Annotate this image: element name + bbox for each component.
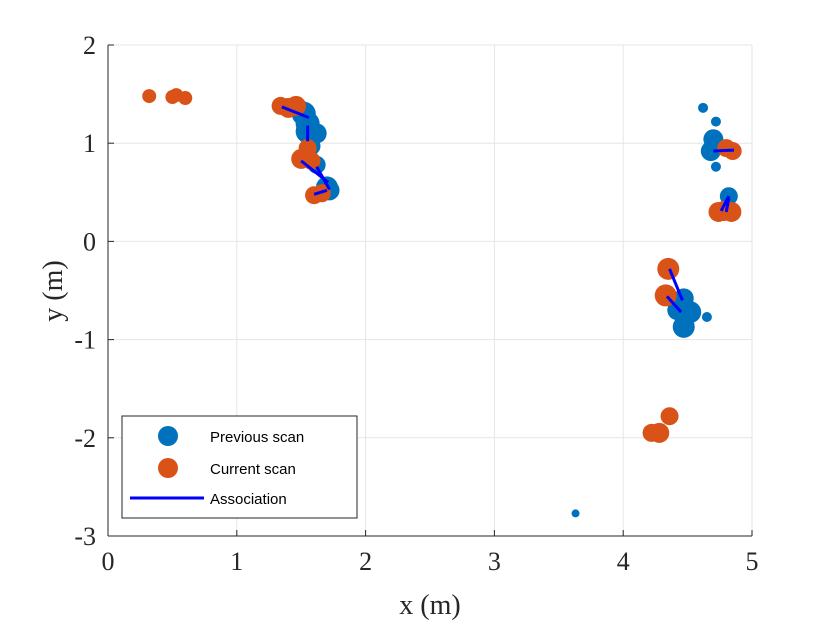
legend: Previous scan Current scan Association — [121, 415, 358, 519]
association-line-3 — [315, 166, 331, 191]
x-tick-label-4: 4 — [617, 547, 630, 576]
current-scan-point-21 — [649, 422, 670, 443]
x-tick-label-1: 1 — [230, 547, 243, 576]
current-scan-point-3 — [178, 91, 193, 106]
tick-labels: 0 1 2 3 4 5 -3 -2 -1 0 1 2 — [74, 31, 758, 576]
current-scan-point-19 — [660, 407, 679, 426]
legend-previous-label: Previous scan — [210, 429, 304, 446]
previous-scan-point-18 — [667, 300, 688, 321]
previous-scan-point-20 — [701, 312, 712, 323]
series-association — [281, 105, 735, 314]
legend-association-label: Association — [210, 491, 287, 508]
y-tick-label-4: 1 — [83, 129, 96, 158]
previous-scan-point-19 — [672, 315, 695, 338]
association-line-5 — [713, 148, 735, 153]
current-scan-point-0 — [142, 89, 157, 104]
y-tick-label-0: -3 — [74, 522, 96, 551]
previous-scan-point-12 — [700, 141, 721, 162]
y-tick-label-3: 0 — [83, 227, 96, 256]
x-axis-label: x (m) — [399, 590, 460, 621]
axes — [107, 44, 753, 537]
legend-current-marker — [158, 458, 178, 478]
previous-scan-point-10 — [710, 116, 721, 127]
data-layer — [142, 88, 742, 518]
previous-scan-point-13 — [710, 161, 721, 172]
association-line-8 — [668, 268, 684, 301]
association-line-0 — [281, 105, 310, 120]
legend-current-label: Current scan — [210, 461, 296, 478]
y-axis-label: y (m) — [38, 260, 69, 321]
y-tick-label-5: 2 — [83, 31, 96, 60]
y-tick-label-2: -1 — [74, 326, 96, 355]
current-scan-point-17 — [657, 257, 680, 280]
legend-previous-marker — [158, 426, 178, 446]
association-line-7 — [724, 197, 731, 213]
association-line-4 — [313, 188, 328, 196]
x-tick-label-0: 0 — [102, 547, 115, 576]
y-tick-label-1: -2 — [74, 424, 96, 453]
x-tick-label-5: 5 — [746, 547, 759, 576]
previous-scan-point-21 — [571, 509, 580, 518]
x-tick-label-2: 2 — [359, 547, 372, 576]
previous-scan-point-9 — [698, 102, 709, 113]
x-tick-label-3: 3 — [488, 547, 501, 576]
association-line-9 — [665, 295, 683, 314]
